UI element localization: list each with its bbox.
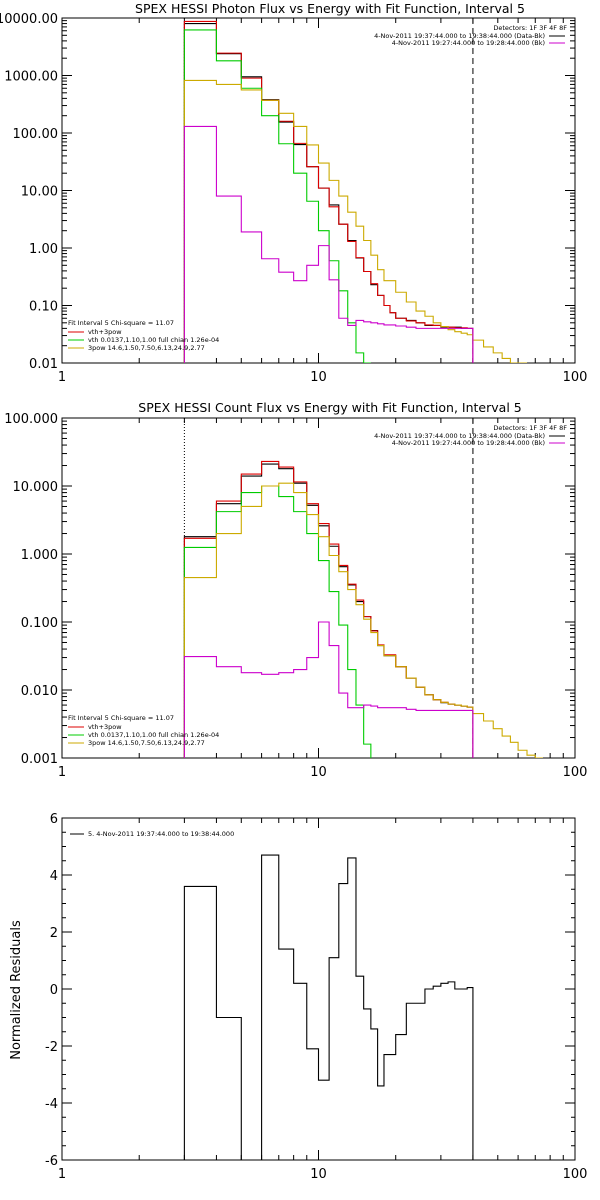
y-tick-label: 2: [50, 926, 58, 941]
legend-time-range: 4-Nov-2011 19:27:44.000 to 19:28:44.000 …: [392, 39, 545, 47]
x-tick-label: 1: [58, 370, 66, 385]
series-line-bk: [183, 621, 474, 758]
series-group: [183, 854, 474, 1160]
series-line-5: [183, 854, 474, 1160]
series-group: [183, 20, 528, 363]
legend-fit-header: Fit Interval 5 Chi-square = 11.07: [68, 319, 174, 327]
photon-flux-title: SPEX HESSI Photon Flux vs Energy with Fi…: [135, 1, 525, 16]
residuals-y-axis-label: Normalized Residuals: [9, 920, 24, 1060]
legend-time-range: 4-Nov-2011 19:37:44.000 to 19:38:44.000 …: [374, 32, 545, 40]
legend-fit-entry: vth+3pow: [88, 723, 122, 731]
y-tick-label: 10000.00: [0, 12, 58, 27]
series-line-data-bk: [183, 463, 474, 758]
legend-fit-entry: 3pow 14.6,1.50,7.50,6.13,24.9,2.77: [88, 344, 205, 352]
y-tick-label: 0.100: [21, 616, 58, 631]
legend-detectors-header: Detectors: 1F 3F 4F 8F: [493, 424, 567, 432]
x-tick-label: 1: [58, 765, 66, 780]
y-tick-label: 0.001: [21, 752, 58, 767]
y-tick-label: 6: [50, 812, 58, 827]
series-line-vth: [183, 485, 372, 758]
legend-residual-entry: 5. 4-Nov-2011 19:37:44.000 to 19:38:44.0…: [88, 830, 234, 838]
series-line-vth: [183, 29, 371, 363]
plot-frame: [61, 817, 576, 1161]
y-tick-label: -6: [45, 1154, 58, 1169]
legend-fit-entry: 3pow 14.6,1.50,7.50,6.13,24.9,2.77: [88, 739, 205, 747]
y-tick-label: 10.000: [13, 480, 59, 495]
y-tick-label: -2: [45, 1040, 58, 1055]
legend-fit-entry: vth 0.0137,1.10,1.00 full chian 1.26e-04: [88, 336, 219, 344]
count-flux-title: SPEX HESSI Count Flux vs Energy with Fit…: [138, 400, 521, 415]
series-line-vth-3pow: [183, 460, 474, 758]
y-tick-label: 1000.00: [4, 70, 58, 85]
legend-fit-entry: vth 0.0137,1.10,1.00 full chian 1.26e-04: [88, 731, 219, 739]
y-tick-label: 100.00: [13, 127, 59, 142]
plot-frame: [61, 17, 576, 364]
series-line-vth-3pow: [183, 20, 474, 363]
legend-fit-header: Fit Interval 5 Chi-square = 11.07: [68, 714, 174, 722]
x-tick-label: 10: [310, 765, 327, 780]
y-tick-label: 0.10: [29, 300, 58, 315]
y-tick-label: 1.000: [21, 548, 58, 563]
x-tick-label: 10: [310, 1167, 327, 1182]
y-tick-label: 0.01: [29, 357, 58, 372]
count-flux-panel: SPEX HESSI Count Flux vs Energy with Fit…: [4, 400, 587, 780]
y-tick-label: 10.00: [21, 185, 58, 200]
legend-detectors-header: Detectors: 1F 3F 4F 8F: [493, 24, 567, 32]
legend-fit-entry: vth+3pow: [88, 328, 122, 336]
series-group: [183, 460, 543, 758]
residuals-panel: Normalized Residuals 1 10 100 6 4 2 0 -2 -4 -6 5. …: [9, 812, 587, 1182]
series-line-bk: [183, 125, 474, 363]
plot-frame: [61, 417, 576, 759]
x-tick-label: 100: [563, 1167, 588, 1182]
y-tick-label: -4: [45, 1097, 58, 1112]
legend-time-range: 4-Nov-2011 19:27:44.000 to 19:28:44.000 …: [392, 439, 545, 447]
legend-time-range: 4-Nov-2011 19:37:44.000 to 19:38:44.000 …: [374, 432, 545, 440]
x-tick-label: 10: [310, 370, 327, 385]
photon-flux-panel: SPEX HESSI Photon Flux vs Energy with Fi…: [0, 1, 587, 385]
y-tick-label: 100.000: [4, 412, 58, 427]
x-tick-label: 100: [563, 765, 588, 780]
x-tick-label: 1: [58, 1167, 66, 1182]
series-line-3pow: [183, 482, 543, 758]
y-tick-label: 0.010: [21, 684, 58, 699]
y-tick-label: 0: [50, 983, 58, 998]
y-tick-label: 1.00: [29, 242, 58, 257]
y-tick-label: 4: [50, 869, 58, 884]
x-tick-label: 100: [563, 370, 588, 385]
